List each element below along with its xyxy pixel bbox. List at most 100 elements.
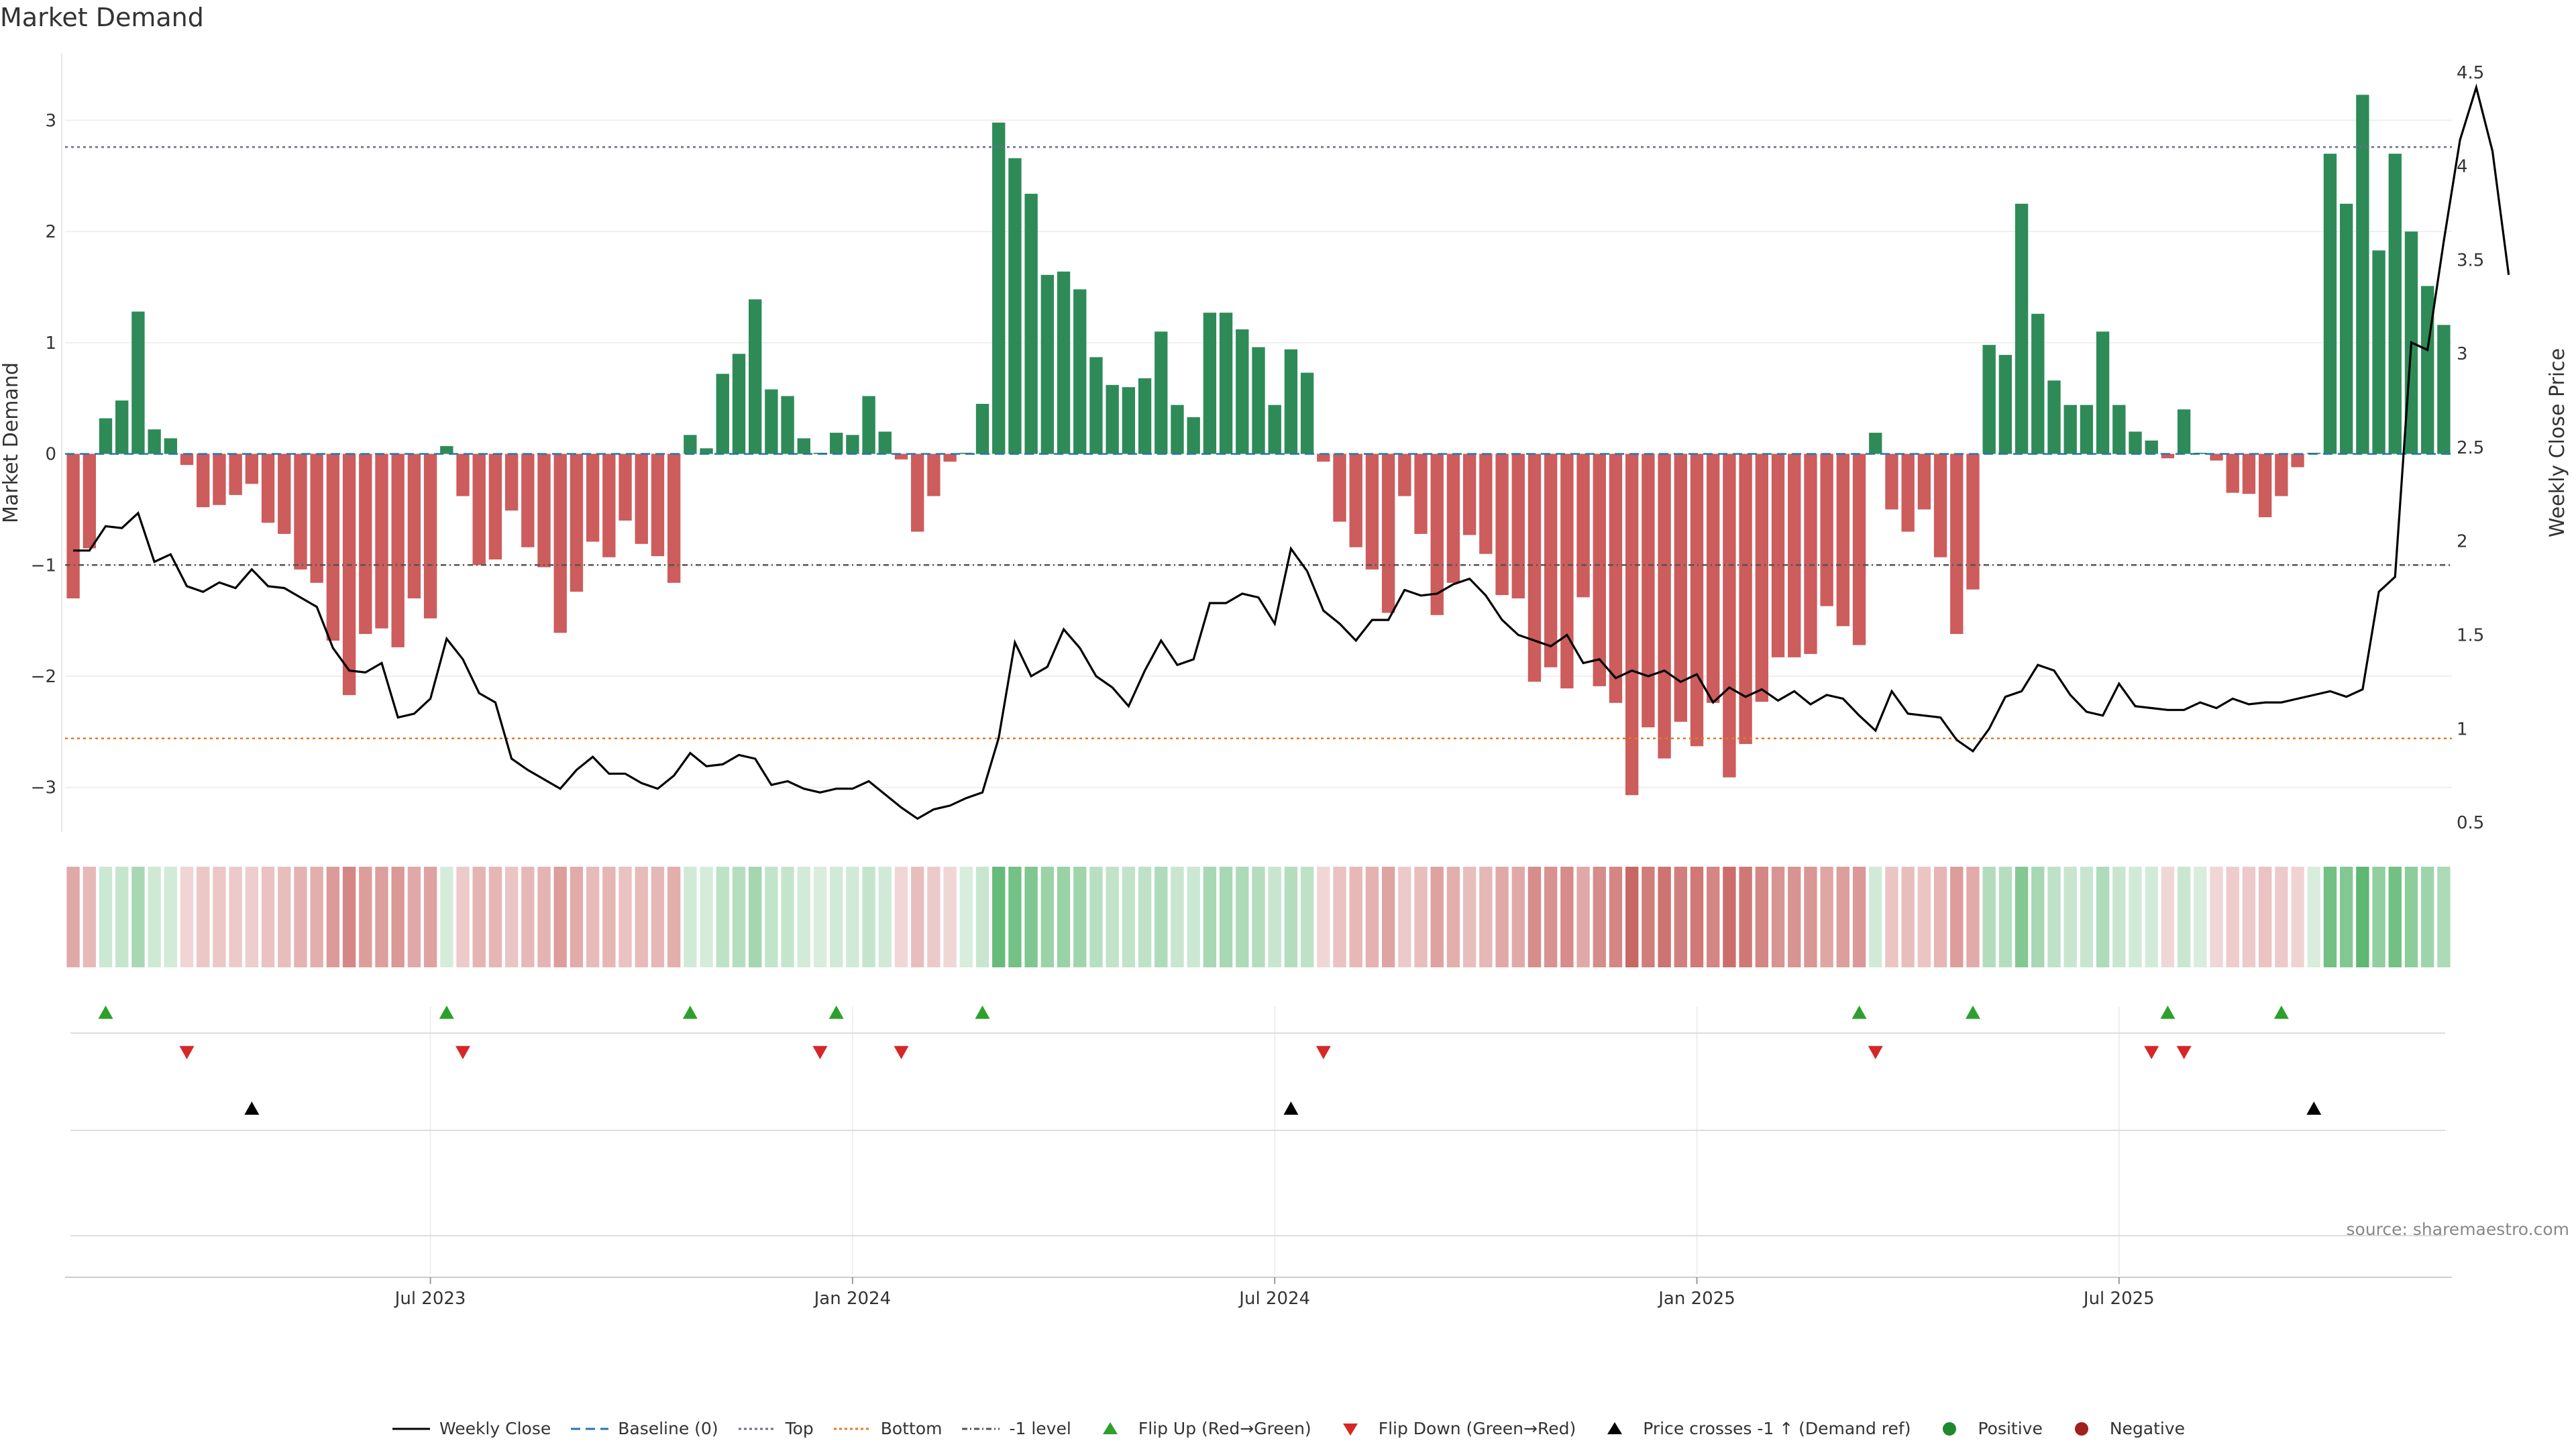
heat-cell bbox=[765, 867, 778, 967]
flip-down-marker bbox=[455, 1046, 470, 1059]
demand-bar bbox=[2145, 440, 2158, 454]
heat-cell bbox=[1690, 867, 1704, 967]
demand-bar bbox=[732, 354, 746, 454]
heat-cell bbox=[2307, 867, 2320, 967]
y2-axis-label: Weekly Close Price bbox=[2546, 348, 2569, 537]
heat-cell bbox=[1820, 867, 1833, 967]
heat-cell bbox=[1674, 867, 1687, 967]
heat-cell bbox=[83, 867, 96, 967]
heat-cell bbox=[1511, 867, 1525, 967]
demand-bar bbox=[1398, 453, 1411, 496]
y-axis-label: Market Demand bbox=[0, 362, 23, 523]
heat-cell bbox=[423, 867, 437, 967]
flip-down-marker bbox=[894, 1046, 909, 1059]
heat-cell bbox=[342, 867, 356, 967]
heat-cell bbox=[602, 867, 616, 967]
heat-cell bbox=[2339, 867, 2353, 967]
legend-label: Positive bbox=[1978, 1419, 2043, 1438]
heat-cell bbox=[440, 867, 453, 967]
demand-bar bbox=[1268, 405, 1281, 454]
y-tick-label: −2 bbox=[31, 667, 56, 687]
line-dash-icon bbox=[571, 1428, 609, 1430]
dot-icon bbox=[2074, 1421, 2088, 1436]
heat-cell bbox=[391, 867, 405, 967]
heat-cell bbox=[1446, 867, 1460, 967]
demand-bar bbox=[261, 453, 275, 523]
demand-bar bbox=[2421, 286, 2434, 454]
heat-cell bbox=[1333, 867, 1346, 967]
heat-cell bbox=[1138, 867, 1152, 967]
demand-bar bbox=[748, 299, 762, 454]
heat-cell bbox=[1755, 867, 1769, 967]
legend-label: Flip Down (Green→Red) bbox=[1378, 1419, 1576, 1438]
heat-cell bbox=[1040, 867, 1055, 967]
heat-cell bbox=[1073, 867, 1087, 967]
heat-cell bbox=[2242, 867, 2256, 967]
demand-bar bbox=[278, 453, 291, 534]
demand-bar bbox=[943, 453, 957, 462]
demand-bar bbox=[1106, 384, 1119, 454]
heat-cell bbox=[504, 867, 519, 967]
demand-bar bbox=[1755, 453, 1769, 702]
demand-bar bbox=[1869, 433, 1882, 454]
heat-cell bbox=[359, 867, 372, 967]
demand-bar bbox=[99, 418, 113, 454]
demand-bar bbox=[2226, 453, 2239, 493]
heat-cell bbox=[1544, 867, 1558, 967]
dot-icon bbox=[1943, 1421, 1957, 1436]
demand-bar bbox=[294, 453, 307, 570]
heat-cell bbox=[2047, 867, 2061, 967]
heat-cell bbox=[667, 867, 681, 967]
flip-down-marker bbox=[2144, 1046, 2159, 1059]
demand-bar bbox=[1089, 357, 1103, 454]
x-tick-label: Jul 2025 bbox=[2082, 1289, 2155, 1309]
heat-cell bbox=[943, 867, 957, 967]
demand-bar bbox=[213, 453, 226, 505]
demand-bar bbox=[878, 431, 892, 454]
demand-bar bbox=[1024, 193, 1038, 454]
demand-bar bbox=[148, 429, 161, 454]
heat-cell bbox=[1869, 867, 1882, 967]
demand-bar bbox=[1917, 453, 1931, 510]
flip-up-marker bbox=[975, 1006, 990, 1019]
heat-cell bbox=[635, 867, 648, 967]
heat-cell bbox=[2388, 867, 2402, 967]
heat-cell bbox=[245, 867, 259, 967]
demand-bar bbox=[765, 389, 778, 454]
heat-cell bbox=[959, 867, 973, 967]
heat-cell bbox=[375, 867, 388, 967]
demand-bar bbox=[553, 453, 567, 633]
demand-bar bbox=[1901, 453, 1915, 532]
heat-cell bbox=[2372, 867, 2385, 967]
demand-bar bbox=[375, 453, 388, 629]
heat-cell bbox=[1560, 867, 1574, 967]
demand-bar bbox=[992, 122, 1006, 454]
demand-bar bbox=[1593, 453, 1606, 686]
line-dot-icon bbox=[738, 1428, 776, 1430]
heat-cell bbox=[2210, 867, 2223, 967]
demand-bar bbox=[1203, 313, 1217, 454]
line-dashdot-icon bbox=[962, 1428, 1000, 1430]
legend-item: Top bbox=[737, 1419, 814, 1438]
heat-cell bbox=[2323, 867, 2337, 967]
y2-tick-label: 1 bbox=[2457, 719, 2468, 739]
demand-bar bbox=[2242, 453, 2256, 494]
heat-cell bbox=[2145, 867, 2158, 967]
demand-bar bbox=[115, 400, 129, 454]
heat-cell bbox=[2161, 867, 2175, 967]
heat-cell bbox=[2437, 867, 2451, 967]
demand-bar bbox=[2339, 203, 2353, 454]
demand-bar bbox=[1933, 453, 1947, 557]
heat-cell bbox=[1381, 867, 1395, 967]
heat-cell bbox=[1527, 867, 1542, 967]
heat-cell bbox=[1625, 867, 1639, 967]
demand-bar bbox=[1495, 453, 1509, 596]
heat-cell bbox=[1430, 867, 1444, 967]
heat-cell bbox=[732, 867, 746, 967]
x-tick-label: Jan 2025 bbox=[1657, 1289, 1735, 1309]
legend-item: Negative bbox=[2061, 1419, 2185, 1438]
demand-bar bbox=[2356, 95, 2369, 454]
chart-title: Market Demand bbox=[0, 3, 204, 32]
heat-cell bbox=[1171, 867, 1184, 967]
demand-bar bbox=[359, 453, 372, 635]
